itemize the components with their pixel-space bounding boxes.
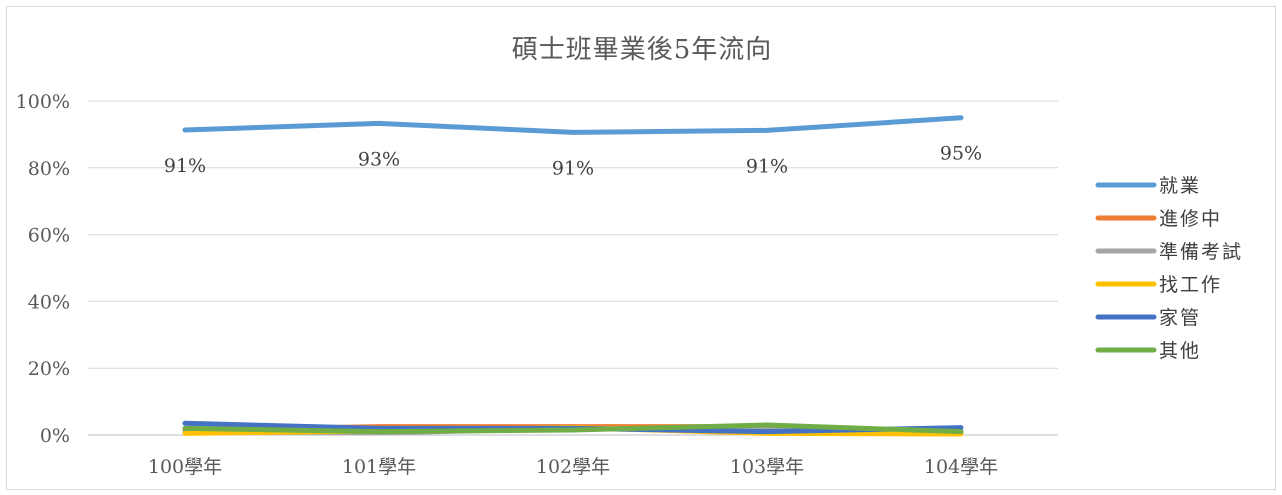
y-tick-label: 0% xyxy=(40,425,70,447)
data-label: 91% xyxy=(746,155,788,177)
legend-label: 準備考試 xyxy=(1159,241,1243,263)
data-label: 95% xyxy=(940,143,982,165)
data-label: 91% xyxy=(552,157,594,179)
x-tick-label: 103學年 xyxy=(730,456,804,478)
series-line-0 xyxy=(182,115,964,135)
series-line-5 xyxy=(182,422,964,435)
y-tick-label: 20% xyxy=(28,358,70,380)
series-lines xyxy=(182,115,964,437)
data-label: 93% xyxy=(358,148,400,170)
y-tick-label: 80% xyxy=(28,158,70,180)
x-tick-label: 102學年 xyxy=(536,456,610,478)
y-axis-ticks: 0% 20% 40% 60% 80% 100% xyxy=(16,91,70,447)
data-label: 91% xyxy=(164,155,206,177)
gridlines xyxy=(88,100,1058,436)
x-axis-ticks: 100學年 101學年 102學年 103學年 104學年 xyxy=(148,456,998,478)
legend-label: 就業 xyxy=(1159,175,1201,197)
legend-label: 找工作 xyxy=(1159,274,1222,296)
x-tick-label: 101學年 xyxy=(342,456,416,478)
data-labels: 91% 93% 91% 91% 95% xyxy=(164,143,982,180)
chart-area xyxy=(6,6,1276,490)
legend-label: 其他 xyxy=(1159,340,1201,362)
x-tick-label: 100學年 xyxy=(148,456,222,478)
y-tick-label: 60% xyxy=(28,225,70,247)
x-tick-label: 104學年 xyxy=(924,456,998,478)
legend-label: 家管 xyxy=(1159,307,1201,329)
y-tick-label: 40% xyxy=(28,291,70,313)
legend-label: 進修中 xyxy=(1159,208,1222,230)
chart-title: 碩士班畢業後5年流向 xyxy=(512,35,773,65)
y-tick-label: 100% xyxy=(16,91,70,113)
